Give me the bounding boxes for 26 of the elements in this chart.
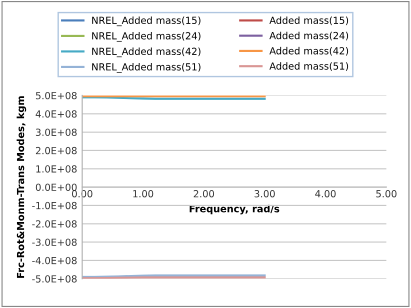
x-tick-label: 4.00: [315, 190, 336, 198]
legend-label: Added mass(51): [269, 62, 348, 71]
legend-label: NREL_Added mass(42): [92, 47, 200, 58]
legend-label: NREL_Added mass(24): [92, 32, 200, 42]
y-tick-label: -4.0E+08: [32, 256, 77, 264]
y-tick-label: 0.0E+00: [36, 184, 77, 191]
x-tick-label: 1.00: [133, 190, 154, 198]
x-tick-label: 3.00: [254, 190, 275, 198]
y-tick-label: 5.0E+08: [36, 92, 77, 100]
y-axis-title: Frc-Rot&Monm-Trans Modes, kgm: [16, 96, 26, 278]
y-tick-label: -3.0E+08: [32, 238, 77, 246]
x-axis-title: Frequency, rad/s: [190, 204, 280, 214]
legend-label: Added mass(15): [269, 16, 348, 26]
y-tick-label: 3.0E+08: [36, 128, 77, 136]
y-tick-label: 1.0E+08: [36, 165, 77, 173]
x-tick-label: 5.00: [376, 190, 397, 198]
legend-label: NREL_Added mass(51): [92, 62, 200, 73]
y-tick-label: -2.0E+08: [32, 220, 77, 228]
legend-label: Added mass(24): [269, 32, 348, 40]
legend-label: Added mass(42): [269, 46, 348, 56]
y-tick-label: 2.0E+08: [36, 146, 77, 154]
x-tick-label: 2.00: [194, 190, 214, 198]
legend-label: NREL_Added mass(15): [92, 16, 200, 26]
y-tick-label: -1.0E+08: [32, 202, 77, 210]
y-tick-label: -5.0E+08: [32, 275, 77, 283]
y-tick-label: 4.0E+08: [36, 110, 77, 118]
